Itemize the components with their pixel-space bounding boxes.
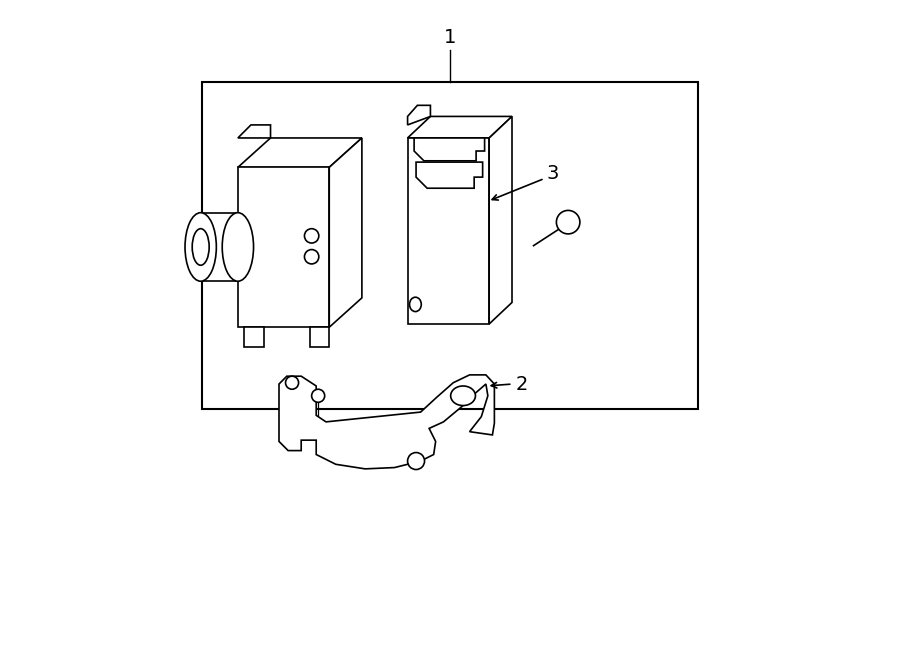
Polygon shape [279,375,494,469]
Polygon shape [245,327,264,347]
Ellipse shape [222,213,254,281]
Polygon shape [414,138,484,161]
Circle shape [408,453,425,469]
Polygon shape [238,125,271,138]
Text: 1: 1 [444,28,456,46]
Polygon shape [408,105,430,125]
Ellipse shape [193,229,209,265]
Circle shape [311,389,325,403]
Ellipse shape [451,386,475,406]
Polygon shape [416,162,482,188]
Circle shape [304,229,319,243]
Polygon shape [329,138,362,327]
Circle shape [304,250,319,264]
Polygon shape [408,116,512,138]
Circle shape [285,376,299,389]
Polygon shape [408,138,490,324]
Ellipse shape [185,213,216,281]
Polygon shape [238,167,329,327]
Text: 3: 3 [546,165,559,183]
Polygon shape [310,327,329,347]
Text: 2: 2 [516,375,527,393]
Bar [202,83,698,408]
Ellipse shape [410,297,421,311]
Circle shape [556,210,580,234]
Polygon shape [238,138,362,167]
Polygon shape [490,116,512,324]
